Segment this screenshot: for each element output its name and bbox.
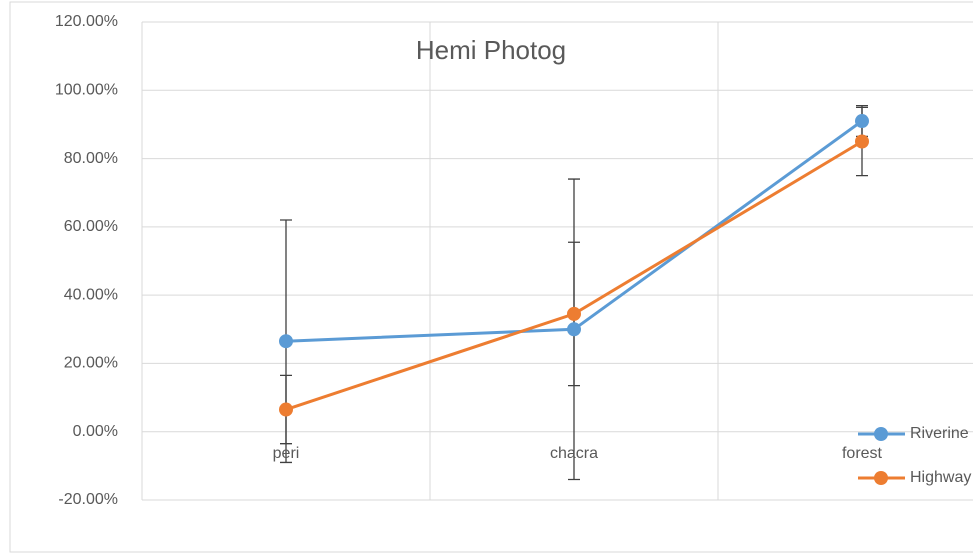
- marker: [855, 114, 869, 129]
- y-tick-label: 120.00%: [55, 13, 118, 30]
- marker: [279, 402, 293, 417]
- marker: [855, 134, 869, 149]
- y-tick-label: 100.00%: [55, 82, 118, 99]
- y-tick-label: 20.00%: [64, 355, 118, 372]
- y-tick-label: 60.00%: [64, 218, 118, 235]
- legend-label: Highway: [910, 469, 971, 486]
- chart-title: Hemi Photog: [416, 35, 566, 65]
- marker: [567, 322, 581, 337]
- y-tick-label: 80.00%: [64, 150, 118, 167]
- legend-marker: [874, 427, 888, 441]
- chart-border: [9, 1, 973, 553]
- x-tick-label: chacra: [550, 445, 598, 462]
- x-tick-label: peri: [273, 445, 300, 462]
- x-tick-label: forest: [842, 445, 883, 462]
- legend-marker: [874, 471, 888, 485]
- y-tick-label: 0.00%: [73, 423, 118, 440]
- marker: [567, 306, 581, 321]
- legend-label: Riverine: [910, 425, 969, 442]
- marker: [279, 334, 293, 349]
- y-tick-label: 40.00%: [64, 286, 118, 303]
- y-tick-label: -20.00%: [58, 491, 118, 508]
